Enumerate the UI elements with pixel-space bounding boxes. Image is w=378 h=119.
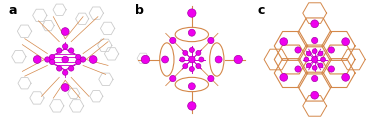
Circle shape: [196, 50, 201, 55]
Circle shape: [328, 66, 335, 72]
Circle shape: [199, 57, 204, 62]
Circle shape: [141, 55, 150, 64]
Circle shape: [295, 66, 301, 72]
Circle shape: [312, 49, 317, 54]
Circle shape: [304, 57, 309, 62]
Circle shape: [234, 55, 242, 64]
Circle shape: [162, 56, 169, 63]
Text: b: b: [135, 4, 144, 17]
Circle shape: [57, 48, 62, 53]
Circle shape: [189, 67, 194, 72]
Circle shape: [68, 48, 74, 53]
Circle shape: [196, 64, 201, 69]
Circle shape: [321, 57, 325, 62]
Circle shape: [57, 66, 62, 71]
Circle shape: [45, 57, 50, 62]
Circle shape: [311, 20, 319, 28]
Circle shape: [208, 37, 214, 44]
Circle shape: [89, 56, 97, 63]
Circle shape: [187, 102, 196, 110]
Circle shape: [306, 63, 311, 68]
Circle shape: [280, 73, 288, 81]
Circle shape: [318, 51, 323, 56]
Circle shape: [50, 59, 55, 64]
Circle shape: [180, 57, 185, 62]
Circle shape: [61, 84, 69, 91]
Circle shape: [311, 37, 318, 44]
Circle shape: [318, 63, 323, 68]
Circle shape: [312, 65, 317, 70]
Circle shape: [311, 91, 319, 99]
Circle shape: [62, 56, 68, 63]
Circle shape: [208, 75, 214, 82]
Text: a: a: [8, 4, 17, 17]
Circle shape: [342, 73, 350, 81]
Circle shape: [342, 38, 350, 46]
Circle shape: [183, 64, 188, 69]
Circle shape: [295, 47, 301, 53]
Circle shape: [76, 59, 81, 64]
Circle shape: [61, 28, 69, 35]
Circle shape: [188, 83, 195, 90]
Circle shape: [280, 38, 288, 46]
Circle shape: [189, 47, 194, 52]
Circle shape: [62, 44, 68, 49]
Text: c: c: [257, 4, 265, 17]
Circle shape: [215, 56, 222, 63]
Circle shape: [189, 56, 195, 63]
Circle shape: [306, 51, 311, 56]
Circle shape: [170, 37, 176, 44]
Circle shape: [50, 55, 55, 60]
Circle shape: [81, 57, 86, 62]
Circle shape: [328, 47, 335, 53]
Circle shape: [183, 50, 188, 55]
Circle shape: [187, 9, 196, 17]
Circle shape: [76, 55, 81, 60]
Circle shape: [33, 56, 41, 63]
Circle shape: [62, 70, 68, 75]
Circle shape: [68, 66, 74, 71]
Circle shape: [188, 29, 195, 36]
Circle shape: [311, 56, 318, 63]
Circle shape: [311, 75, 318, 82]
Circle shape: [170, 75, 176, 82]
